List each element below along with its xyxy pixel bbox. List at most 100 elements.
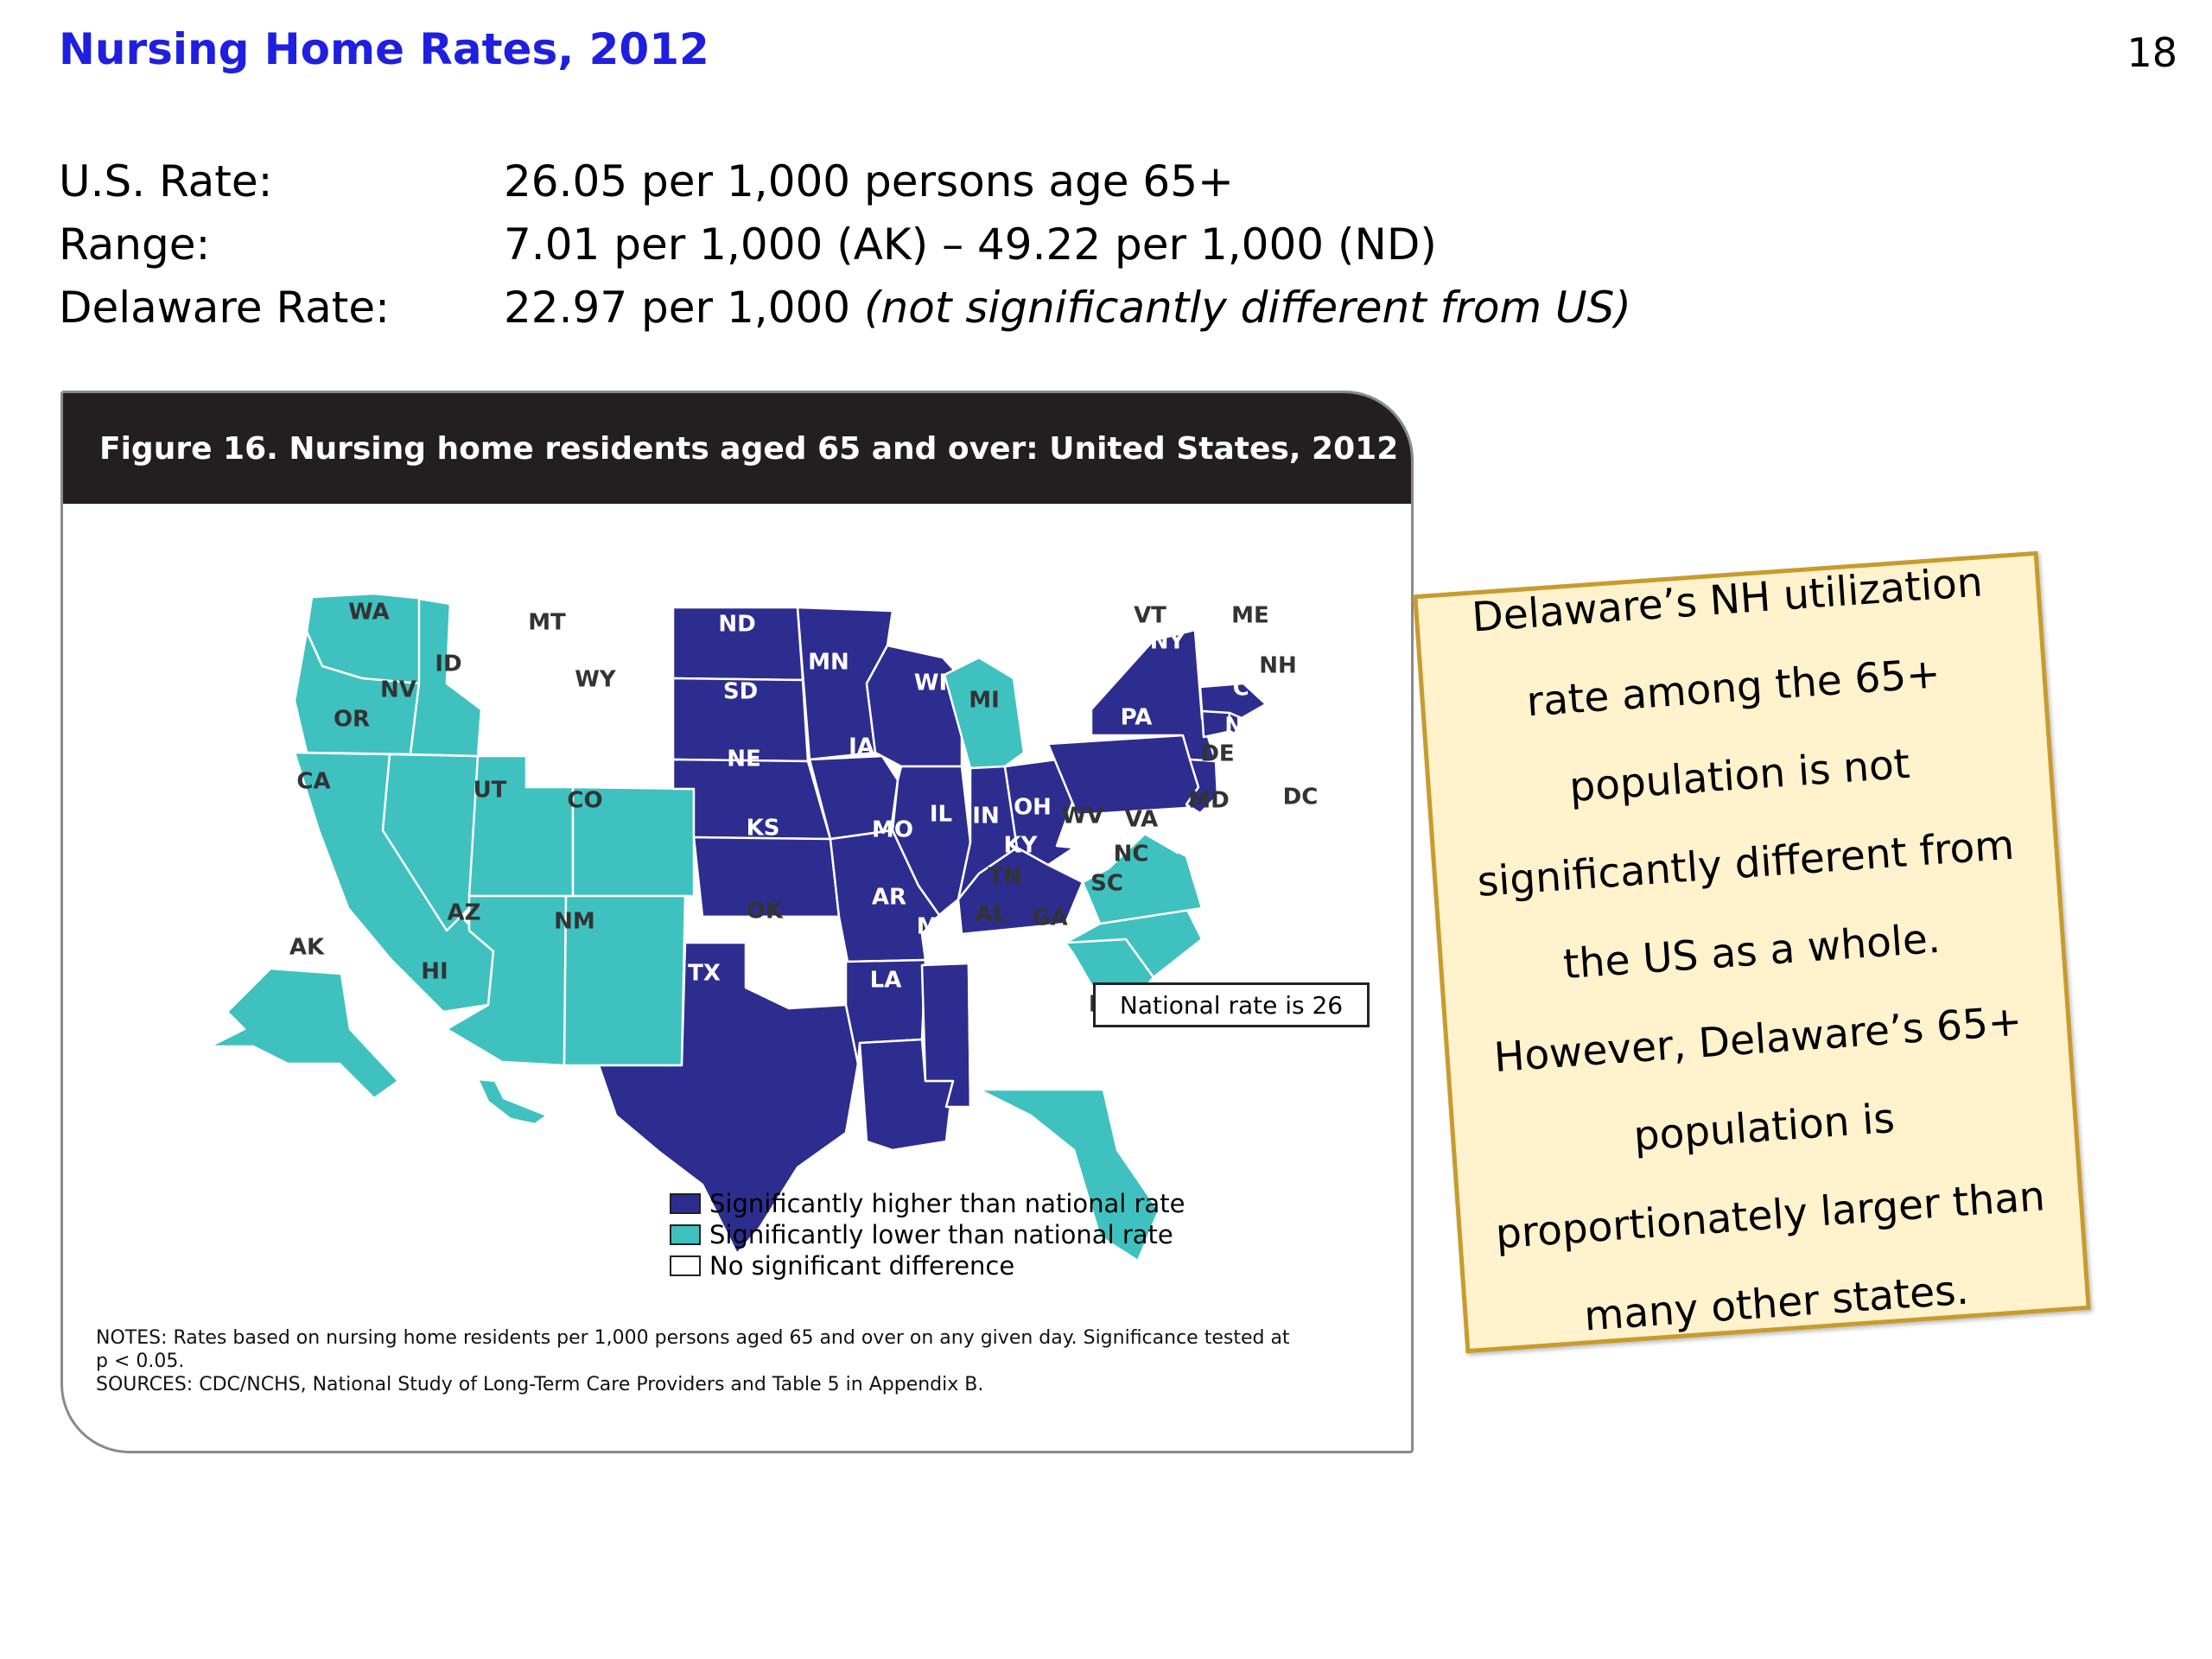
map-legend: Significantly higher than national rate …: [670, 1188, 1185, 1281]
callout-text: Delaware’s NH utilization rate among the…: [1470, 558, 2047, 1341]
stat-range: Range: 7.01 per 1,000 (AK) – 49.22 per 1…: [59, 213, 1631, 276]
us-state-map: WA OR CA NV ID MT WY UT CO AZ NM ND SD NE KS OK TX MN IA MO…: [208, 569, 1319, 1262]
stat-label: U.S. Rate:: [59, 156, 273, 207]
state-label-ky: KY: [1004, 833, 1039, 859]
stat-label: Delaware Rate:: [59, 283, 390, 333]
state-label-mn: MN: [808, 650, 849, 676]
state-label-oh: OH: [1014, 795, 1052, 821]
figure-title: Figure 16. Nursing home residents aged 6…: [63, 393, 1411, 504]
stat-note: (not significantly different from US): [864, 283, 1631, 333]
state-mt: [445, 602, 661, 711]
state-ak: [208, 967, 400, 1100]
national-rate-box: National rate is 26: [1093, 982, 1370, 1027]
state-label-va: VA: [1125, 807, 1158, 833]
state-label-nc: NC: [1114, 842, 1149, 868]
state-label-wa: WA: [348, 600, 390, 626]
state-label-ok: OK: [747, 899, 784, 925]
state-label-ma: MA: [1267, 671, 1306, 696]
page-number: 18: [2126, 29, 2177, 76]
state-label-sd: SD: [723, 679, 758, 705]
state-label-mt: MT: [528, 610, 566, 636]
sources-line: SOURCES: CDC/NCHS, National Study of Lon…: [96, 1374, 984, 1395]
state-label-ms: MS: [917, 914, 956, 940]
state-label-ca: CA: [296, 769, 330, 795]
state-ma: [1198, 682, 1268, 720]
legend-swatch-lower: [670, 1224, 701, 1245]
state-label-al: AL: [976, 902, 1007, 928]
slide-title: Nursing Home Rates, 2012: [59, 24, 709, 74]
legend-swatch-none: [670, 1255, 701, 1276]
state-label-ny: NY: [1150, 629, 1186, 655]
state-label-wy: WY: [575, 667, 617, 693]
state-dc: [1252, 823, 1285, 858]
state-label-de: DE: [1200, 741, 1234, 767]
state-label-co: CO: [567, 788, 602, 814]
state-label-sc: SC: [1090, 871, 1123, 897]
state-la: [858, 1038, 955, 1152]
state-co: [571, 785, 696, 898]
notes-line: p < 0.05.: [96, 1351, 185, 1372]
state-ky: [957, 846, 1084, 936]
state-tx: [597, 941, 860, 1255]
state-il: [891, 765, 972, 917]
state-label-me: ME: [1231, 603, 1269, 629]
state-label-hi: HI: [421, 959, 448, 985]
state-label-nj: NJ: [1224, 714, 1251, 740]
legend-label: Significantly lower than national rate: [709, 1220, 1173, 1249]
legend-item-higher: Significantly higher than national rate: [670, 1188, 1185, 1219]
state-ga: [1015, 953, 1116, 1091]
legend-label: Significantly higher than national rate: [709, 1189, 1185, 1218]
state-label-nv: NV: [380, 677, 416, 703]
state-label-az: AZ: [448, 900, 481, 926]
state-label-ga: GA: [1032, 906, 1067, 931]
notes-line: NOTES: Rates based on nursing home resid…: [96, 1327, 1290, 1349]
state-label-ct: CT: [1233, 676, 1265, 702]
state-vt: [1193, 623, 1221, 689]
state-label-wv: WV: [1062, 804, 1104, 830]
stat-delaware-rate: Delaware Rate: 22.97 per 1,000 (not sign…: [59, 276, 1631, 340]
state-label-nh: NH: [1259, 653, 1297, 679]
state-label-md: MD: [1188, 788, 1229, 814]
callout-note: Delaware’s NH utilization rate among the…: [1413, 550, 2091, 1354]
stat-us-rate: U.S. Rate: 26.05 per 1,000 persons age 6…: [59, 150, 1631, 213]
state-hi: [476, 1077, 549, 1126]
state-label-mi: MI: [969, 688, 1000, 714]
legend-swatch-higher: [670, 1193, 701, 1214]
state-fl: [977, 1088, 1160, 1262]
stats-block: U.S. Rate: 26.05 per 1,000 persons age 6…: [59, 150, 1631, 340]
state-ct: [1200, 709, 1231, 739]
state-label-nm: NM: [554, 909, 595, 935]
state-label-ak: AK: [289, 935, 325, 961]
state-label-pa: PA: [1121, 705, 1153, 731]
stat-label: Range:: [59, 219, 211, 270]
state-label-dc: DC: [1283, 785, 1319, 810]
state-md: [1109, 806, 1190, 855]
state-label-nd: ND: [718, 612, 755, 638]
legend-item-lower: Significantly lower than national rate: [670, 1219, 1185, 1250]
state-label-ks: KS: [747, 816, 780, 842]
state-label-mo: MO: [872, 817, 913, 843]
stat-value: 26.05 per 1,000 persons age 65+: [504, 156, 1234, 207]
figure-notes: NOTES: Rates based on nursing home resid…: [96, 1326, 1375, 1396]
state-label-la: LA: [870, 968, 902, 994]
state-label-vt: VT: [1134, 603, 1166, 629]
state-label-il: IL: [930, 802, 952, 828]
figure-panel: Figure 16. Nursing home residents aged 6…: [60, 391, 1414, 1453]
state-label-or: OR: [334, 707, 370, 733]
state-label-in: IN: [972, 804, 999, 830]
stat-value: 7.01 per 1,000 (AK) – 49.22 per 1,000 (N…: [504, 219, 1437, 270]
state-label-ar: AR: [872, 885, 906, 911]
legend-label: No significant difference: [709, 1251, 1015, 1281]
state-wi: [865, 644, 963, 768]
state-label-ri: RI: [1272, 696, 1298, 722]
state-label-id: ID: [435, 652, 461, 677]
state-label-tn: TN: [988, 864, 1022, 890]
state-al: [967, 958, 1024, 1109]
state-label-ia: IA: [849, 734, 874, 760]
stat-value: 22.97 per 1,000: [504, 283, 865, 333]
legend-item-none: No significant difference: [670, 1250, 1185, 1281]
state-label-wi: WI: [914, 671, 947, 696]
state-label-ut: UT: [474, 778, 507, 804]
state-label-ne: NE: [727, 747, 761, 772]
state-label-tx: TX: [688, 961, 721, 987]
